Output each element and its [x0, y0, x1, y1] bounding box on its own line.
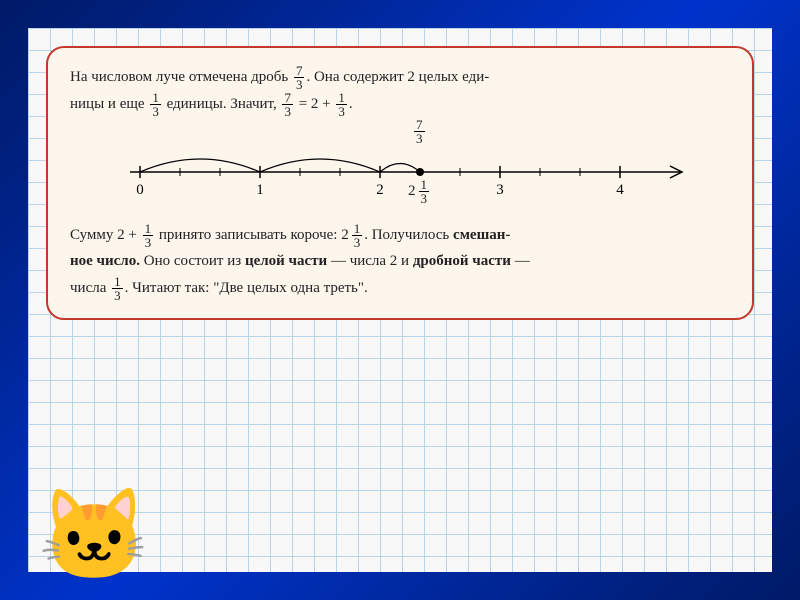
- bold-text: дробной части: [413, 253, 511, 269]
- text: — числа 2 и: [327, 253, 413, 269]
- paragraph-4: ное число. Оно состоит из целой части — …: [70, 249, 730, 275]
- fraction-1-3: 1 3: [336, 91, 347, 118]
- svg-text:3: 3: [496, 182, 504, 198]
- svg-text:4: 4: [616, 182, 624, 198]
- mixed-2-1-3: 2 1 3: [341, 222, 364, 249]
- text: принято записывать короче:: [155, 227, 341, 243]
- bold-text: ное число.: [70, 253, 140, 269]
- text: —: [511, 253, 530, 269]
- text: ницы и еще: [70, 96, 148, 112]
- text: . Она содержит 2 целых еди-: [306, 69, 489, 85]
- slide-frame: На числовом луче отмечена дробь 7 3 . Он…: [0, 0, 800, 600]
- text: Сумму 2 +: [70, 227, 141, 243]
- text: . Получилось: [364, 227, 453, 243]
- grid-paper: На числовом луче отмечена дробь 7 3 . Он…: [28, 28, 772, 572]
- text: единицы. Значит,: [163, 96, 281, 112]
- svg-text:0: 0: [136, 182, 144, 198]
- paragraph-3: Сумму 2 + 1 3 принято записывать короче:…: [70, 222, 730, 249]
- fraction-1-3: 1 3: [112, 275, 123, 302]
- numberline-mark-label: 2 1 3: [408, 178, 431, 205]
- paragraph-2: ницы и еще 1 3 единицы. Значит, 7 3 = 2 …: [70, 91, 730, 118]
- fraction-1-3: 1 3: [352, 222, 363, 249]
- text: . Читают так: "Две целых одна треть".: [125, 279, 368, 295]
- paragraph-1: На числовом луче отмечена дробь 7 3 . Он…: [70, 64, 730, 91]
- svg-text:1: 1: [256, 182, 264, 198]
- fraction-1-3: 1 3: [150, 91, 161, 118]
- text: числа: [70, 279, 110, 295]
- fraction-1-3: 1 3: [143, 222, 154, 249]
- fraction-1-3: 1 3: [419, 178, 430, 205]
- explanation-card: На числовом луче отмечена дробь 7 3 . Он…: [46, 46, 754, 320]
- text: На числовом луче отмечена дробь: [70, 69, 292, 85]
- fraction-7-3: 7 3: [294, 64, 305, 91]
- text: Оно состоит из: [140, 253, 245, 269]
- cat-icon: 🐱: [38, 492, 150, 582]
- number-line-svg: 0 1 2 3 4: [110, 128, 690, 208]
- numberline-top-label: 7 3: [414, 118, 425, 145]
- number-line-diagram: 0 1 2 3 4 7 3 2 1 3: [110, 128, 690, 208]
- svg-text:2: 2: [376, 182, 384, 198]
- text: .: [349, 96, 353, 112]
- paragraph-5: числа 1 3 . Читают так: "Две целых одна …: [70, 275, 730, 302]
- text: = 2 +: [295, 96, 334, 112]
- fraction-7-3: 7 3: [282, 91, 293, 118]
- bold-text: смешан-: [453, 227, 510, 243]
- bold-text: целой части: [245, 253, 327, 269]
